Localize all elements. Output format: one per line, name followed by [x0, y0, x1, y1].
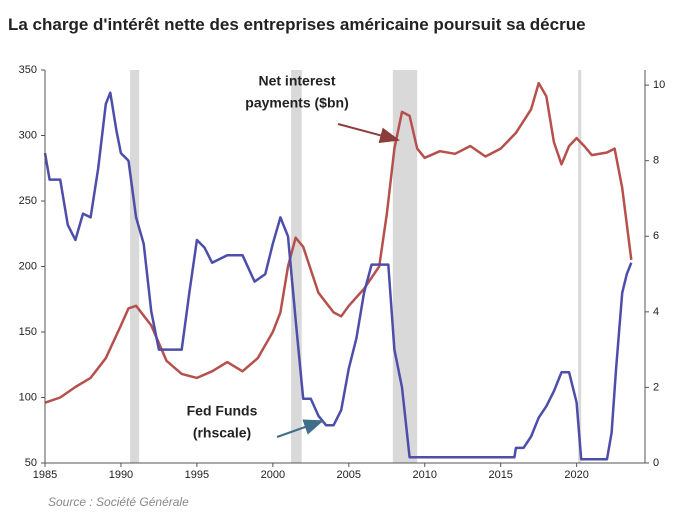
chart-title: La charge d'intérêt nette des entreprise…	[8, 15, 586, 34]
y-tick-label: 100	[19, 391, 37, 403]
x-tick-label: 1985	[33, 469, 57, 481]
series-line	[44, 81, 633, 404]
recession-band	[291, 70, 302, 463]
annotation: Net interest	[258, 73, 335, 89]
y2-tick-label: 0	[653, 457, 659, 469]
recession-band	[130, 70, 140, 463]
annotation-arrow	[276, 419, 324, 438]
annotation: payments ($bn)	[245, 95, 348, 111]
x-tick-label: 2015	[488, 469, 512, 481]
y-tick-label: 50	[25, 457, 37, 469]
y-tick-label: 200	[19, 260, 37, 272]
y2-tick-label: 10	[653, 79, 665, 91]
annotation-arrow	[337, 123, 400, 144]
y-tick-label: 300	[19, 129, 37, 141]
x-tick-label: 2000	[261, 469, 285, 481]
annotation: (rhscale)	[193, 425, 251, 441]
y-tick-label: 250	[19, 195, 37, 207]
x-tick-label: 1995	[185, 469, 209, 481]
y-tick-label: 150	[19, 326, 37, 338]
y2-tick-label: 4	[653, 306, 659, 318]
source: Source : Société Générale	[48, 495, 189, 509]
y2-tick-label: 8	[653, 155, 659, 167]
x-tick-label: 2010	[413, 469, 437, 481]
y2-tick-label: 2	[653, 381, 659, 393]
y-tick-label: 350	[19, 64, 37, 76]
series-line	[43, 91, 633, 461]
annotation: Fed Funds	[187, 403, 258, 419]
x-tick-label: 1990	[109, 469, 133, 481]
recession-band	[578, 70, 582, 463]
x-tick-label: 2005	[337, 469, 361, 481]
y2-tick-label: 6	[653, 230, 659, 242]
x-tick-label: 2020	[564, 469, 588, 481]
